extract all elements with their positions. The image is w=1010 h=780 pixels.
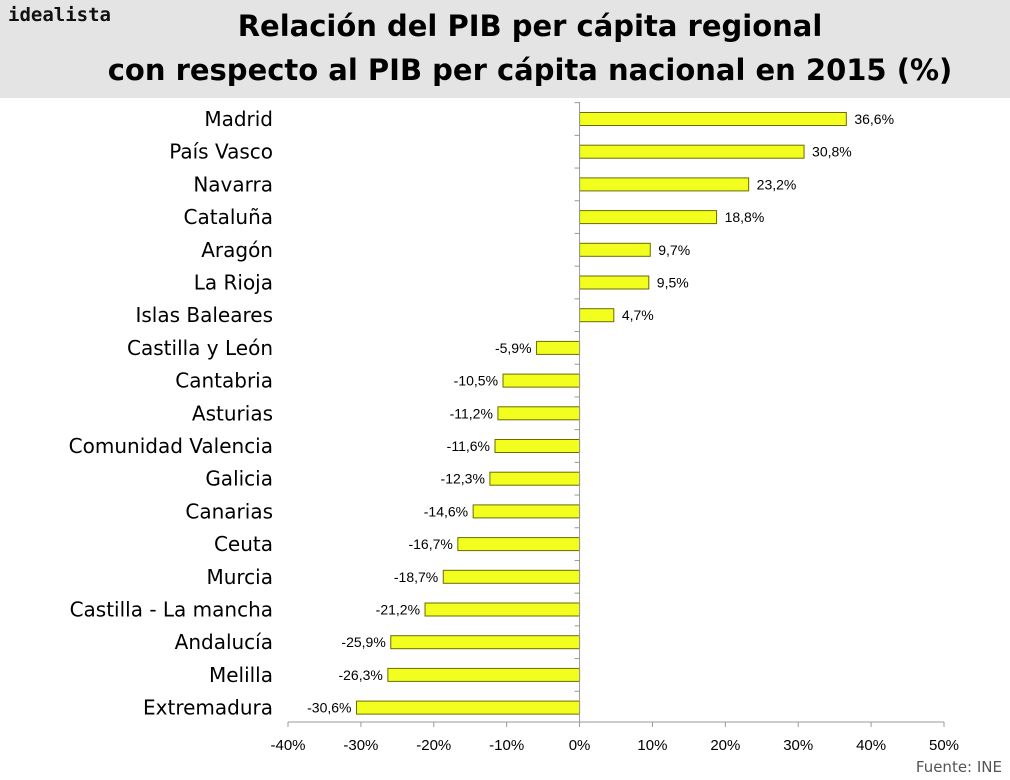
bar — [579, 275, 650, 290]
bar — [579, 112, 847, 126]
category-label: Asturias — [192, 401, 273, 425]
category-label: Melilla — [209, 663, 273, 687]
data-label: -12,3% — [441, 471, 485, 487]
data-label: 36,6% — [854, 111, 894, 127]
x-tick-label: 20% — [710, 737, 740, 754]
bar — [579, 210, 718, 225]
category-label: Castilla y León — [127, 336, 273, 360]
data-label: -16,7% — [408, 536, 452, 552]
data-label: 30,8% — [812, 144, 852, 160]
data-label: 9,7% — [658, 242, 690, 258]
x-tick-label: -10% — [489, 737, 524, 754]
data-label: -30,6% — [307, 700, 351, 716]
data-label: -11,2% — [450, 405, 493, 421]
category-label: Cantabria — [175, 369, 273, 393]
data-label: -5,9% — [495, 340, 532, 356]
bar — [536, 340, 581, 355]
bar — [579, 177, 750, 192]
category-label: Extremadura — [143, 696, 273, 720]
category-label: Murcia — [206, 565, 273, 589]
x-tick-label: 50% — [929, 737, 959, 754]
bar — [502, 373, 581, 388]
category-label: Andalucía — [175, 630, 273, 654]
bar — [579, 308, 615, 323]
data-label: -26,3% — [338, 667, 382, 683]
category-label: Navarra — [193, 172, 273, 196]
data-label: -11,6% — [447, 438, 490, 454]
bar — [424, 602, 581, 617]
data-label: -18,7% — [394, 569, 438, 585]
x-tick-label: -40% — [270, 737, 305, 754]
x-tick-label: -20% — [416, 737, 451, 754]
category-label: Canarias — [185, 499, 273, 523]
data-label: 9,5% — [657, 275, 689, 291]
x-tick-label: 10% — [637, 737, 667, 754]
bar — [579, 144, 805, 159]
bar — [489, 471, 581, 486]
bar — [497, 406, 581, 421]
data-label: 18,8% — [725, 209, 765, 225]
bar — [390, 635, 581, 650]
data-label: -25,9% — [341, 634, 385, 650]
category-label: País Vasco — [169, 140, 273, 164]
category-label: Aragón — [201, 238, 273, 262]
bar — [387, 667, 581, 682]
title-banner: idealista Relación del PIB per cápita re… — [0, 0, 1010, 98]
bar — [442, 569, 581, 584]
data-label: -21,2% — [376, 602, 420, 618]
bar — [356, 700, 581, 715]
category-label: Castilla - La mancha — [70, 598, 273, 622]
data-label: 4,7% — [622, 307, 654, 323]
category-label: Comunidad Valencia — [69, 434, 273, 458]
category-label: Ceuta — [214, 532, 273, 556]
data-label: -10,5% — [454, 373, 498, 389]
data-label: 23,2% — [757, 176, 797, 192]
category-label: Madrid — [204, 107, 273, 131]
brand-logo: idealista — [8, 4, 111, 26]
x-tick-label: 30% — [783, 737, 813, 754]
bar — [494, 439, 581, 453]
category-label: Cataluña — [184, 205, 273, 229]
category-label: La Rioja — [194, 271, 273, 295]
source-note: Fuente: INE — [915, 758, 1002, 776]
bar — [457, 537, 581, 552]
category-label: Galicia — [205, 467, 273, 491]
data-label: -14,6% — [424, 503, 468, 519]
bar — [579, 242, 651, 257]
chart-title: Relación del PIB per cápita regional con… — [70, 4, 990, 92]
category-label: Islas Baleares — [135, 303, 273, 327]
chart-title-line-1: Relación del PIB per cápita regional — [237, 9, 823, 43]
chart-title-line-2: con respecto al PIB per cápita nacional … — [107, 53, 953, 87]
bar — [472, 504, 581, 519]
x-tick-label: -30% — [343, 737, 378, 754]
x-tick-label: 40% — [856, 737, 886, 754]
x-tick-label: 0% — [569, 737, 591, 754]
